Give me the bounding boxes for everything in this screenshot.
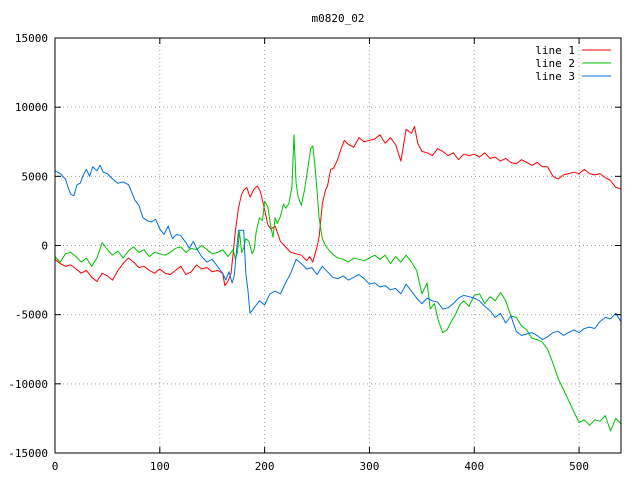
- series-line-1: [54, 126, 622, 287]
- legend-label: line 3: [535, 70, 575, 83]
- series-line-2: [54, 134, 622, 432]
- y-tick-label: 5000: [22, 170, 49, 183]
- y-tick-label: -10000: [8, 378, 48, 391]
- series-line-3: [54, 164, 622, 341]
- y-tick-label: 15000: [15, 32, 48, 45]
- x-tick-label: 0: [52, 460, 59, 473]
- series-layer: [54, 126, 622, 432]
- legend-label: line 1: [535, 44, 575, 57]
- x-tick-label: 200: [255, 460, 275, 473]
- x-tick-label: 400: [464, 460, 484, 473]
- y-tick-label: 10000: [15, 101, 48, 114]
- y-tick-label: 0: [41, 240, 48, 253]
- y-tick-label: -15000: [8, 447, 48, 460]
- x-tick-label: 500: [569, 460, 589, 473]
- y-tick-label: -5000: [15, 309, 48, 322]
- axis-ticks: 0 100 200 300 400 500 -15000 -10000 -5000 0 5000 10…: [8, 32, 621, 473]
- grid-lines: [55, 38, 621, 453]
- legend-label: line 2: [535, 57, 575, 70]
- chart-title: m0820_02: [312, 12, 365, 25]
- x-tick-label: 100: [150, 460, 170, 473]
- x-tick-label: 300: [360, 460, 380, 473]
